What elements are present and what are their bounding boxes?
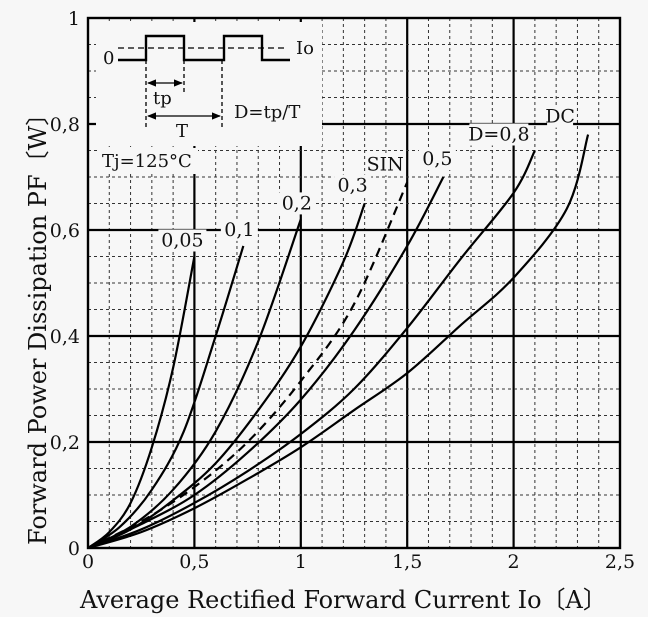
y-axis-title: Forward Power Dissipation PF〔W〕 — [24, 102, 52, 545]
x-tick-label: 2 — [508, 551, 520, 573]
curve-label: 0,2 — [282, 192, 312, 214]
x-tick-label: 1 — [295, 551, 307, 573]
curve-label: D=0,8 — [468, 124, 529, 146]
y-tick-label: 0,6 — [50, 220, 80, 242]
inset-zero-label: 0 — [103, 48, 114, 69]
curve-label: 0,1 — [224, 219, 254, 241]
curve-label: DC — [545, 106, 575, 128]
x-axis-title: Average Rectified Forward Current Io〔A〕 — [79, 586, 607, 614]
curve-label: SIN — [367, 153, 404, 175]
x-tick-label: 2,5 — [605, 551, 635, 573]
y-tick-label: 0,4 — [50, 326, 80, 348]
y-tick-label: 0,2 — [50, 432, 80, 454]
y-tick-label: 0,8 — [50, 114, 80, 136]
waveform-inset: 0 Io tp T D=tp/T — [96, 22, 322, 146]
y-tick-label: 1 — [68, 8, 80, 30]
curve-0-3 — [88, 204, 365, 549]
x-tick-label: 0,5 — [179, 551, 209, 573]
inset-io-label: Io — [296, 38, 314, 59]
duty-formula: D=tp/T — [234, 102, 300, 123]
x-tick-label: 1,5 — [392, 551, 422, 573]
y-tick-label: 0 — [68, 538, 80, 560]
junction-temperature-annotation: Tj=125°C — [102, 151, 192, 172]
inset-tp-label: tp — [153, 88, 172, 109]
curve-label: 0,3 — [338, 175, 368, 197]
inset-period-label: T — [176, 121, 188, 142]
curve-label: 0,05 — [161, 230, 203, 252]
x-tick-label: 0 — [82, 551, 94, 573]
curve-label: 0,5 — [422, 148, 452, 170]
